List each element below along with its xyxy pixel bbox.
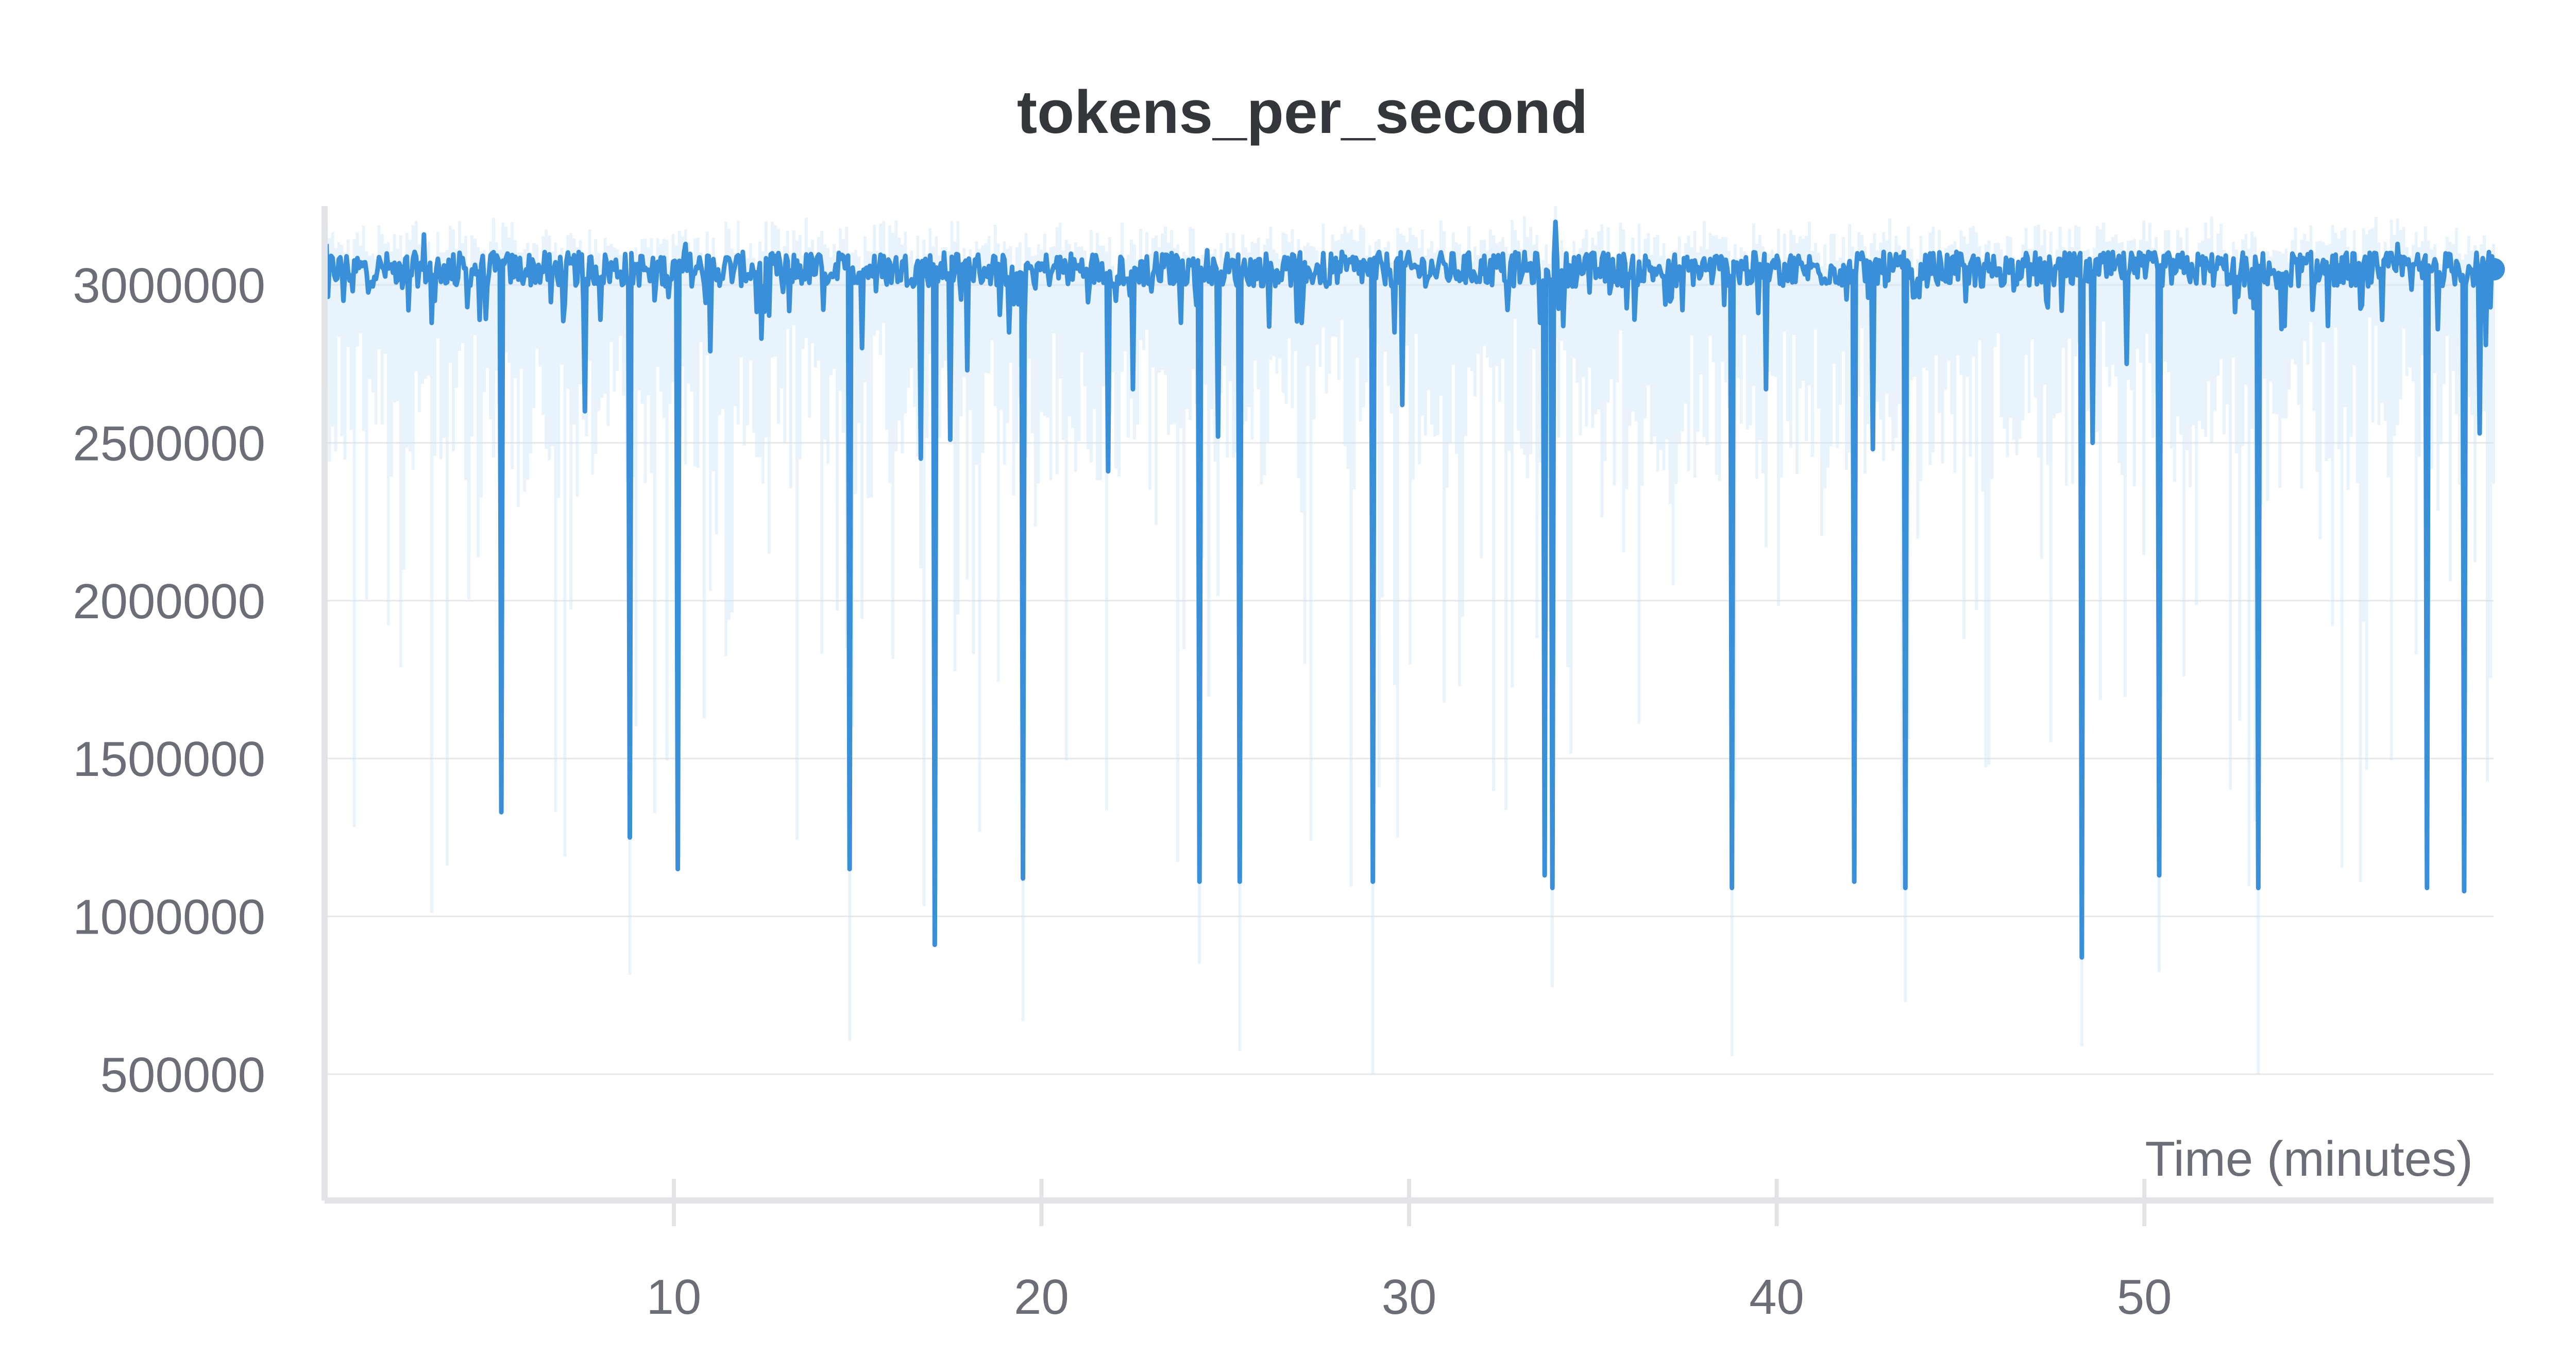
dip-point xyxy=(850,869,851,870)
dip-point xyxy=(968,370,969,371)
dip-point xyxy=(2258,887,2259,888)
series-line xyxy=(324,219,2496,960)
dip-point xyxy=(1563,326,1564,327)
dip-point xyxy=(710,351,711,352)
dip-point xyxy=(1552,887,1553,888)
y-tick-label: 1000000 xyxy=(73,890,265,945)
y-tick-label: 3000000 xyxy=(73,258,265,313)
dip-point xyxy=(949,439,950,440)
dip-point xyxy=(1008,332,1009,333)
y-tick-label: 1500000 xyxy=(73,732,265,787)
peak-point xyxy=(1207,250,1208,251)
dip-point xyxy=(1023,878,1024,879)
dip-point xyxy=(1133,388,1134,390)
dip-point xyxy=(761,338,762,339)
y-tick-label: 2000000 xyxy=(73,574,265,629)
x-tick-label: 10 xyxy=(646,1270,701,1325)
dip-point xyxy=(585,411,586,412)
variance-band xyxy=(325,206,2495,1074)
series-line-layer xyxy=(324,219,2505,960)
dip-point xyxy=(861,348,862,349)
dip-point xyxy=(1217,436,1218,437)
dip-point xyxy=(2092,443,2093,444)
dip-point xyxy=(2427,887,2428,888)
dip-point xyxy=(935,944,936,945)
dip-point xyxy=(343,300,344,301)
dip-point xyxy=(1401,404,1402,405)
dip-point xyxy=(1107,471,1108,472)
dip-point xyxy=(1240,881,1241,882)
dip-point xyxy=(467,307,468,308)
y-tick-label: 2500000 xyxy=(73,416,265,471)
peak-point xyxy=(1555,222,1556,223)
chart-title: tokens_per_second xyxy=(1017,78,1588,146)
dip-point xyxy=(1905,887,1906,888)
dip-point xyxy=(1732,887,1733,888)
dip-point xyxy=(1872,449,1873,450)
peak-point xyxy=(2397,244,2398,245)
dip-point xyxy=(920,458,921,459)
dip-point xyxy=(2328,326,2329,327)
last-point-marker xyxy=(2482,258,2505,281)
dip-point xyxy=(629,837,630,838)
x-axis-title: Time (minutes) xyxy=(2145,1131,2473,1187)
dip-point xyxy=(2125,363,2126,364)
dip-point xyxy=(1545,875,1546,876)
dip-point xyxy=(1372,881,1373,882)
peak-point xyxy=(684,244,685,245)
x-tick-label: 40 xyxy=(1749,1270,1804,1325)
grid-layer xyxy=(325,284,2494,1075)
dip-point xyxy=(2438,329,2439,330)
dip-point xyxy=(1199,881,1200,882)
dip-point xyxy=(2159,875,2160,876)
dip-point xyxy=(1394,332,1395,333)
y-tick-label: 500000 xyxy=(100,1047,265,1103)
dip-point xyxy=(1765,388,1766,390)
dip-point xyxy=(431,323,432,324)
dip-point xyxy=(2478,433,2479,434)
dip-point xyxy=(1853,881,1854,882)
dip-point xyxy=(2464,891,2465,892)
dip-point xyxy=(2486,345,2487,346)
dip-point xyxy=(501,811,502,813)
x-tick-label: 50 xyxy=(2117,1270,2172,1325)
x-tick-label: 20 xyxy=(1014,1270,1069,1325)
peak-point xyxy=(423,234,425,235)
dip-point xyxy=(677,869,678,870)
dip-point xyxy=(600,319,601,320)
x-tick-label: 30 xyxy=(1382,1270,1437,1325)
axis-layer: 500000 1000000 1500000 2000000 2500000 300000… xyxy=(73,206,2494,1325)
dip-point xyxy=(2081,957,2082,958)
dip-point xyxy=(409,310,410,311)
dip-point xyxy=(2283,326,2284,327)
